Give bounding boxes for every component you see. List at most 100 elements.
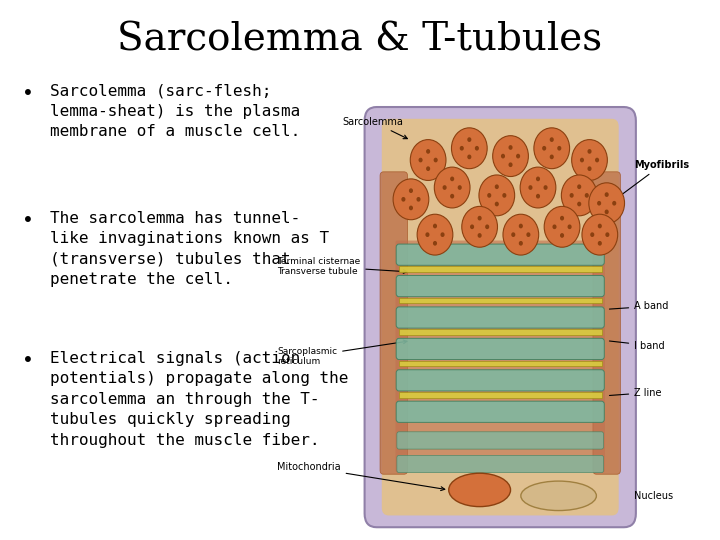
Circle shape <box>588 149 592 154</box>
Circle shape <box>458 185 462 190</box>
Circle shape <box>588 166 592 171</box>
Circle shape <box>519 241 523 246</box>
Text: Sarcolemma (sarc-flesh;
lemma-sheat) is the plasma
membrane of a muscle cell.: Sarcolemma (sarc-flesh; lemma-sheat) is … <box>50 84 301 139</box>
FancyBboxPatch shape <box>364 107 636 527</box>
Circle shape <box>426 149 430 154</box>
Text: Sarcolemma & T-tubules: Sarcolemma & T-tubules <box>117 22 603 59</box>
Text: I band: I band <box>609 341 665 350</box>
Circle shape <box>562 175 597 216</box>
Circle shape <box>577 184 581 189</box>
Circle shape <box>589 183 624 224</box>
Circle shape <box>433 241 437 246</box>
Circle shape <box>409 206 413 210</box>
Circle shape <box>549 137 554 142</box>
Circle shape <box>451 128 487 168</box>
FancyBboxPatch shape <box>396 370 604 391</box>
Circle shape <box>585 193 589 198</box>
Text: •: • <box>22 351 33 370</box>
FancyBboxPatch shape <box>382 119 618 516</box>
Circle shape <box>495 184 499 189</box>
Circle shape <box>487 193 491 198</box>
Circle shape <box>417 214 453 255</box>
Text: Mitochondria: Mitochondria <box>277 462 445 490</box>
Circle shape <box>450 194 454 199</box>
Circle shape <box>516 154 520 158</box>
FancyBboxPatch shape <box>395 240 605 472</box>
Circle shape <box>433 158 438 163</box>
Circle shape <box>570 193 574 198</box>
Ellipse shape <box>521 481 596 510</box>
Circle shape <box>479 175 515 216</box>
Text: A band: A band <box>609 301 669 311</box>
Circle shape <box>441 232 445 237</box>
Text: Terminal cisternae
Transverse tubule: Terminal cisternae Transverse tubule <box>277 256 407 276</box>
Circle shape <box>501 154 505 158</box>
Circle shape <box>590 232 594 237</box>
Circle shape <box>462 206 498 247</box>
Bar <box>399 298 601 303</box>
Circle shape <box>426 232 430 237</box>
Circle shape <box>612 201 616 206</box>
Circle shape <box>459 146 464 151</box>
Circle shape <box>544 185 548 190</box>
Circle shape <box>492 136 528 177</box>
Circle shape <box>567 225 572 229</box>
Circle shape <box>477 216 482 220</box>
Circle shape <box>401 197 405 201</box>
FancyBboxPatch shape <box>380 172 408 474</box>
Circle shape <box>536 194 540 199</box>
Text: •: • <box>22 84 33 103</box>
FancyBboxPatch shape <box>396 244 604 265</box>
Text: Electrical signals (action
potentials) propagate along the
sarcolemma an through: Electrical signals (action potentials) p… <box>50 351 348 448</box>
Circle shape <box>450 177 454 181</box>
Circle shape <box>433 224 437 228</box>
Circle shape <box>495 201 499 206</box>
Text: The sarcolemma has tunnel-
like invaginations known as T
(transverse) tubules th: The sarcolemma has tunnel- like invagina… <box>50 211 330 287</box>
Circle shape <box>605 192 608 197</box>
Circle shape <box>605 210 608 214</box>
Circle shape <box>443 185 446 190</box>
Text: Sarcoplasmic
reticulum: Sarcoplasmic reticulum <box>277 340 407 366</box>
Circle shape <box>508 145 513 150</box>
Circle shape <box>393 179 429 220</box>
Circle shape <box>520 167 556 208</box>
Circle shape <box>549 154 554 159</box>
Text: Nucleus: Nucleus <box>634 491 673 501</box>
Circle shape <box>470 225 474 229</box>
Text: Myofibrils: Myofibrils <box>612 160 689 201</box>
Circle shape <box>410 140 446 180</box>
Circle shape <box>508 163 513 167</box>
FancyBboxPatch shape <box>593 172 621 474</box>
Circle shape <box>409 188 413 193</box>
Circle shape <box>526 232 531 237</box>
Circle shape <box>557 146 562 151</box>
Circle shape <box>511 232 516 237</box>
Circle shape <box>503 193 506 198</box>
FancyBboxPatch shape <box>396 275 604 296</box>
Circle shape <box>580 158 584 163</box>
FancyBboxPatch shape <box>397 432 603 449</box>
Circle shape <box>467 137 472 142</box>
Circle shape <box>544 206 580 247</box>
Circle shape <box>477 233 482 238</box>
Bar <box>399 329 601 335</box>
Circle shape <box>519 224 523 228</box>
Circle shape <box>528 185 533 190</box>
Circle shape <box>560 216 564 220</box>
Bar <box>399 361 601 366</box>
FancyBboxPatch shape <box>396 339 604 360</box>
FancyBboxPatch shape <box>396 401 604 422</box>
Circle shape <box>598 224 602 228</box>
Bar <box>399 392 601 397</box>
Circle shape <box>577 201 581 206</box>
Circle shape <box>534 128 570 168</box>
Circle shape <box>474 146 479 151</box>
Circle shape <box>552 225 557 229</box>
Circle shape <box>503 214 539 255</box>
Ellipse shape <box>449 473 510 507</box>
Circle shape <box>426 166 430 171</box>
Circle shape <box>606 232 609 237</box>
Circle shape <box>536 177 540 181</box>
Circle shape <box>595 158 599 163</box>
Circle shape <box>582 214 618 255</box>
